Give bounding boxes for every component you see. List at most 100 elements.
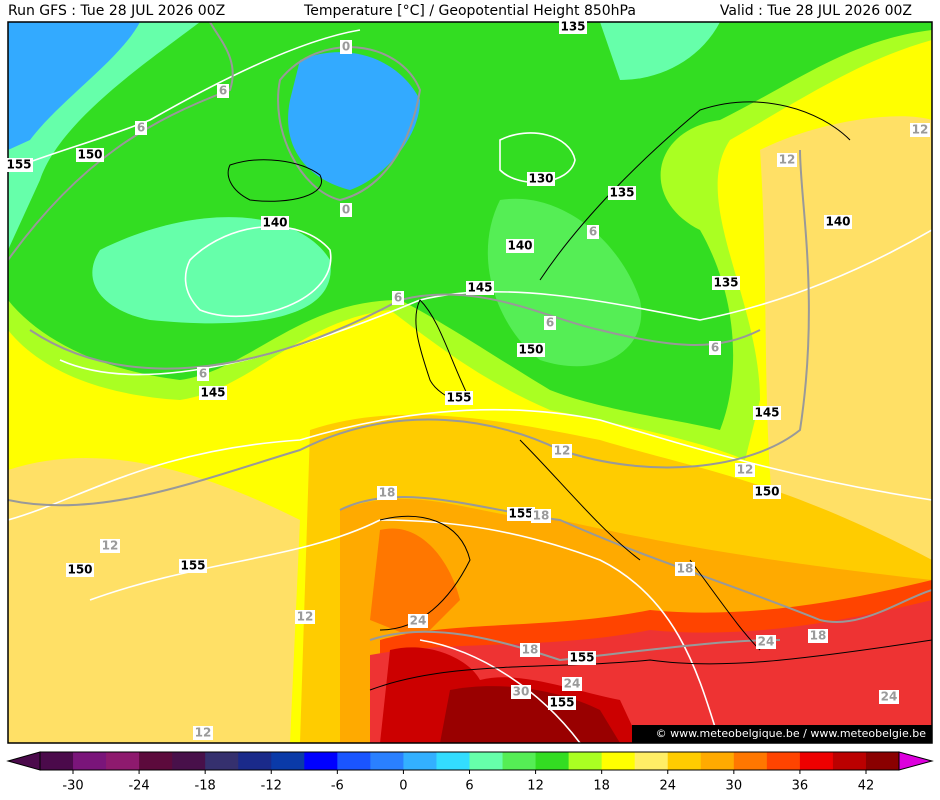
temperature-label: 12 <box>737 463 754 477</box>
height-label: 155 <box>6 158 31 172</box>
colorbar-min-arrow <box>6 751 41 771</box>
temperature-label: 12 <box>779 153 796 167</box>
height-label-bg <box>527 172 555 186</box>
temperature-label: 12 <box>554 444 571 458</box>
colorbar-tick-label: -30 <box>62 779 83 794</box>
height-label-bg <box>261 216 289 230</box>
height-label-bg <box>608 186 636 200</box>
height-label: 155 <box>569 651 594 665</box>
temperature-label-bg <box>910 123 930 137</box>
height-label-bg <box>76 148 104 162</box>
colorbar-tick-label: -12 <box>261 779 282 794</box>
valid-info: Valid : Tue 28 JUL 2026 00Z <box>720 3 912 19</box>
colorbar-swatch <box>337 752 371 770</box>
height-label: 155 <box>446 391 471 405</box>
temperature-label-bg <box>709 341 721 355</box>
temperature-label-bg <box>197 367 209 381</box>
height-label-bg <box>559 20 587 34</box>
colorbar-tick-label: -24 <box>128 779 149 794</box>
colorbar-swatch <box>436 752 470 770</box>
height-label: 150 <box>77 148 102 162</box>
height-label-bg <box>568 651 596 665</box>
height-label-bg <box>548 696 576 710</box>
colorbar-swatch <box>106 752 140 770</box>
colorbar-swatch <box>238 752 272 770</box>
colorbar-tick-label: 30 <box>726 779 743 794</box>
colorbar-tick-label: -6 <box>331 779 344 794</box>
temperature-label: 24 <box>410 614 427 628</box>
colorbar-swatch <box>700 752 735 770</box>
height-label-bg <box>199 386 227 400</box>
temperature-label: 18 <box>677 562 694 576</box>
colorbar-swatch <box>766 752 801 770</box>
map-frame <box>7 21 933 744</box>
height-label: 135 <box>609 186 634 200</box>
height-label-bg <box>5 158 33 172</box>
temperature-label-bg <box>562 677 582 691</box>
labels: 155 150 140 130 135 140 145 135 140 150 145 155 145 1… <box>5 20 930 740</box>
height-label-bg <box>445 391 473 405</box>
height-label: 150 <box>67 563 92 577</box>
temperature-label: 12 <box>195 726 212 740</box>
temperature-label-bg <box>544 316 556 330</box>
temperature-label: 6 <box>589 225 597 239</box>
colorbar-max-arrow <box>898 751 934 771</box>
height-label-bg <box>506 239 534 253</box>
temperature-label-bg <box>552 444 572 458</box>
run-info: Run GFS : Tue 28 JUL 2026 00Z <box>8 3 225 19</box>
temperature-label-bg <box>193 726 213 740</box>
height-label: 145 <box>467 281 492 295</box>
height-label: 155 <box>180 559 205 573</box>
temperature-label-bg <box>392 291 404 305</box>
colorbar-swatch <box>271 752 305 770</box>
height-label: 155 <box>549 696 574 710</box>
colorbar-tick-label: 18 <box>593 779 610 794</box>
temperature-label: 6 <box>137 121 145 135</box>
colorbar-tick-label: 42 <box>858 779 875 794</box>
colorbar-swatch <box>40 752 74 770</box>
height-label-bg <box>517 343 545 357</box>
height-label: 130 <box>528 172 553 186</box>
height-label: 145 <box>754 406 779 420</box>
watermark-bg <box>632 725 932 743</box>
colorbar-tick-label: -18 <box>195 779 216 794</box>
colorbar-swatch <box>172 752 206 770</box>
height-label-bg <box>66 563 94 577</box>
temperature-label: 18 <box>533 509 550 523</box>
temperature-label-bg <box>135 121 147 135</box>
temperature-label-bg <box>808 629 828 643</box>
temperature-label: 12 <box>297 610 314 624</box>
temperature-label: 6 <box>219 84 227 98</box>
temperature-label-bg <box>511 685 531 699</box>
temperature-label: 24 <box>564 677 581 691</box>
temperature-label: 0 <box>342 203 350 217</box>
height-label: 145 <box>200 386 225 400</box>
temperature-label-bg <box>377 486 397 500</box>
temperature-label: 6 <box>711 341 719 355</box>
temperature-label: 18 <box>810 629 827 643</box>
temperature-label-bg <box>587 225 599 239</box>
height-label: 140 <box>507 239 532 253</box>
height-label-bg <box>179 559 207 573</box>
colorbar-swatch <box>667 752 702 770</box>
colorbar-swatch <box>535 752 570 770</box>
temperature-label-bg <box>777 153 797 167</box>
height-label: 140 <box>262 216 287 230</box>
temperature-label: 12 <box>102 539 119 553</box>
colorbar-swatch <box>733 752 768 770</box>
colorbar-swatch <box>502 752 537 770</box>
height-label-bg <box>753 485 781 499</box>
temperature-label-bg <box>756 635 776 649</box>
temperature-label: 6 <box>199 367 207 381</box>
height-label: 155 <box>508 507 533 521</box>
watermark: © www.meteobelgique.be / www.meteobelgie… <box>656 727 927 740</box>
temperature-label-bg <box>217 84 229 98</box>
height-label: 140 <box>825 215 850 229</box>
height-label-bg <box>712 276 740 290</box>
temperature-label: 0 <box>342 40 350 54</box>
temperature-label-bg <box>100 539 120 553</box>
colorbar-swatch <box>139 752 173 770</box>
temperature-label-bg <box>340 203 352 217</box>
colorbar-swatch <box>799 752 834 770</box>
